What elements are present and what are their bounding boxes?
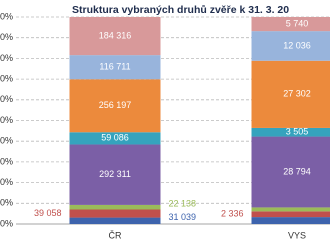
y-tick-label: 40% — [0, 136, 13, 146]
bar-segment — [69, 17, 161, 56]
bar-segment — [251, 217, 330, 224]
bar-segment — [251, 211, 330, 218]
y-tick-label: 60% — [0, 94, 13, 104]
value-label: 28 794 — [283, 166, 311, 176]
bar-segment — [69, 55, 161, 80]
bar-segment — [69, 204, 161, 210]
y-tick-label: 30% — [0, 156, 13, 166]
x-tick-label: ČR — [109, 230, 122, 240]
y-tick-label: 10% — [0, 198, 13, 208]
value-label: 22 138 — [169, 199, 197, 209]
value-label: 31 039 — [169, 212, 197, 222]
bar-segment — [69, 79, 161, 133]
y-tick-label: 100% — [0, 11, 13, 21]
y-tick-label: 80% — [0, 53, 13, 63]
value-label: 256 197 — [99, 100, 132, 110]
value-label: 27 302 — [283, 89, 311, 99]
bar-segment — [69, 217, 161, 224]
bar-segment — [69, 144, 161, 205]
value-label: 39 058 — [34, 208, 62, 218]
value-label: 12 036 — [283, 40, 311, 50]
value-label: 5 740 — [286, 18, 309, 28]
bar-segment — [251, 127, 330, 137]
x-tick-label: VYS — [288, 230, 306, 240]
bar-segment — [251, 207, 330, 212]
bar-segment — [69, 209, 161, 218]
y-tick-label: 20% — [0, 177, 13, 187]
bar-segment — [69, 132, 161, 145]
bar-segment — [251, 31, 330, 61]
value-label: 116 711 — [99, 62, 130, 72]
value-label: 184 316 — [99, 30, 132, 40]
y-tick-label: 90% — [0, 32, 13, 42]
value-label: 292 311 — [99, 169, 131, 179]
value-label: 2 336 — [221, 209, 244, 219]
y-tick-label: 50% — [0, 115, 13, 125]
bar-segment — [251, 136, 330, 208]
y-tick-label: 0% — [0, 218, 13, 228]
value-label: 3 505 — [286, 127, 309, 137]
y-tick-label: 70% — [0, 73, 13, 83]
value-label: 59 086 — [101, 133, 129, 143]
chart-title: Struktura vybraných druhů zvěře k 31. 3.… — [72, 4, 289, 16]
bar-segment — [251, 60, 330, 128]
bar-segment — [251, 17, 330, 32]
